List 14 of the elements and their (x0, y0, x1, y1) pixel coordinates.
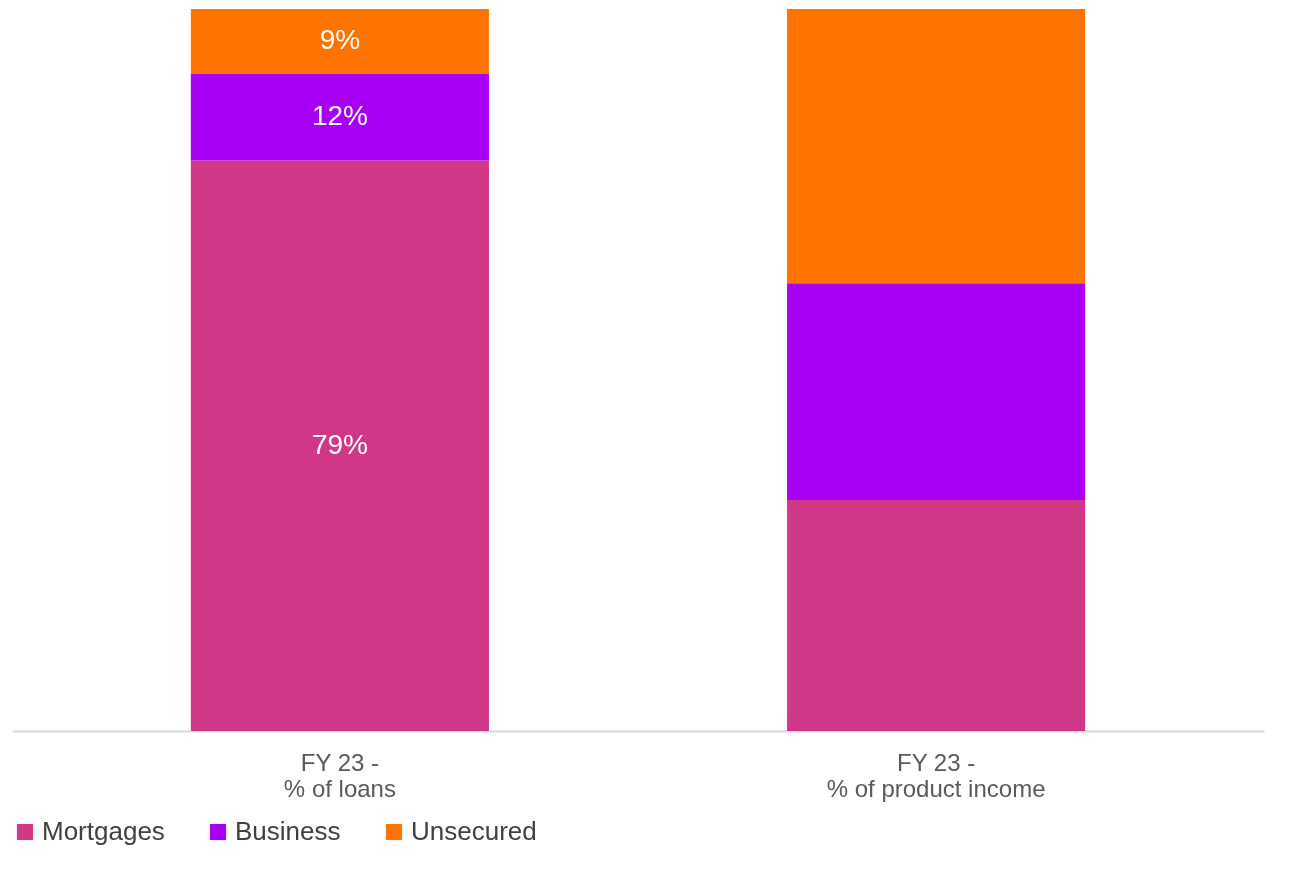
bar (787, 283, 1086, 500)
bar (787, 499, 1086, 731)
bar (190, 73, 489, 161)
legend-label: Unsecured (411, 816, 537, 846)
legend-label: Mortgages (42, 816, 165, 846)
bar (190, 9, 489, 74)
bar (787, 9, 1086, 284)
x-tick-label: FY 23 - % of product income (826, 748, 1046, 802)
x-tick-label: FY 23 - % of loans (283, 748, 396, 802)
data-label: 79% (311, 428, 368, 460)
data-label: 9% (319, 24, 361, 56)
legend-label: Business (235, 816, 341, 846)
bar (190, 160, 489, 731)
data-label: 12% (311, 100, 368, 132)
